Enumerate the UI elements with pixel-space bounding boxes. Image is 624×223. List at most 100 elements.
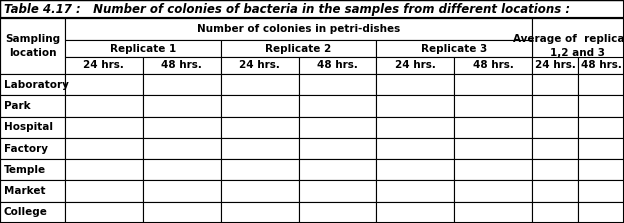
Text: 24 hrs.: 24 hrs. [535,60,575,70]
Bar [298,117,376,138]
Bar [376,57,454,74]
Bar [143,138,221,159]
Bar [221,138,298,159]
Text: Laboratory: Laboratory [4,80,69,90]
Bar [0,202,65,223]
Bar [578,57,624,74]
Bar [532,138,578,159]
Bar [221,57,298,74]
Bar [143,95,221,117]
Bar [0,117,65,138]
Bar [454,159,532,180]
Bar [532,117,578,138]
Bar [143,74,221,95]
Text: Temple: Temple [4,165,46,175]
Text: Market: Market [4,186,46,196]
Bar [65,202,143,223]
Bar [532,159,578,180]
Text: Replicate 1: Replicate 1 [110,43,176,54]
Bar [578,138,624,159]
Bar [298,138,376,159]
Bar [143,202,221,223]
Text: 24 hrs.: 24 hrs. [84,60,124,70]
Bar [454,180,532,202]
Bar [65,40,221,57]
Bar [578,202,624,223]
Bar [0,159,65,180]
Bar [0,0,624,18]
Bar [0,95,65,117]
Bar [578,95,624,117]
Bar [221,202,298,223]
Bar [0,18,65,74]
Bar [454,74,532,95]
Bar [376,74,454,95]
Bar [376,40,532,57]
Bar [65,74,143,95]
Bar [578,180,624,202]
Text: Average of  replicates
1,2 and 3: Average of replicates 1,2 and 3 [513,34,624,58]
Bar [578,159,624,180]
Text: Table 4.17 :   Number of colonies of bacteria in the samples from different loca: Table 4.17 : Number of colonies of bacte… [4,2,570,16]
Bar [532,18,624,74]
Text: 48 hrs.: 48 hrs. [472,60,514,70]
Bar [221,159,298,180]
Bar [376,117,454,138]
Bar [221,40,376,57]
Bar [298,57,376,74]
Bar [298,74,376,95]
Bar [578,117,624,138]
Text: Number of colonies in petri-dishes: Number of colonies in petri-dishes [197,24,400,34]
Bar [376,159,454,180]
Bar [532,74,578,95]
Bar [0,0,624,18]
Text: Replicate 3: Replicate 3 [421,43,487,54]
Bar [454,117,532,138]
Bar [376,95,454,117]
Bar [0,180,65,202]
Bar [143,180,221,202]
Bar [65,180,143,202]
Bar [454,95,532,117]
Bar [454,138,532,159]
Bar [578,74,624,95]
Bar [65,18,532,40]
Bar [298,95,376,117]
Bar [298,180,376,202]
Bar [65,95,143,117]
Bar [65,117,143,138]
Bar [454,202,532,223]
Text: 48 hrs.: 48 hrs. [580,60,622,70]
Bar [221,117,298,138]
Text: Sampling
location: Sampling location [5,34,60,58]
Bar [221,180,298,202]
Bar [0,74,65,95]
Bar [376,202,454,223]
Bar [376,138,454,159]
Bar [143,159,221,180]
Bar [532,202,578,223]
Text: 24 hrs.: 24 hrs. [239,60,280,70]
Bar [532,95,578,117]
Bar [143,117,221,138]
Bar [65,159,143,180]
Text: Factory: Factory [4,143,48,153]
Text: Park: Park [4,101,31,111]
Text: Hospital: Hospital [4,122,53,132]
Bar [143,57,221,74]
Bar [65,57,143,74]
Text: 48 hrs.: 48 hrs. [317,60,358,70]
Bar [298,202,376,223]
Text: College: College [4,207,48,217]
Bar [376,180,454,202]
Bar [454,57,532,74]
Text: Replicate 2: Replicate 2 [265,43,331,54]
Bar [221,95,298,117]
Bar [532,180,578,202]
Text: 48 hrs.: 48 hrs. [162,60,202,70]
Bar [0,138,65,159]
Bar [532,57,578,74]
Bar [65,138,143,159]
Text: 24 hrs.: 24 hrs. [395,60,436,70]
Bar [298,159,376,180]
